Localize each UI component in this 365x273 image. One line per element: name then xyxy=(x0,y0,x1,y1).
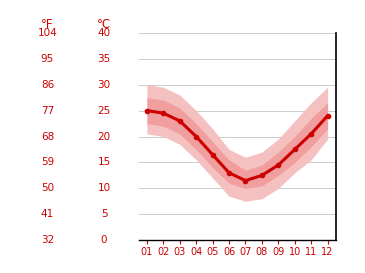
Text: 25: 25 xyxy=(97,106,111,115)
Text: 68: 68 xyxy=(41,132,54,141)
Text: 40: 40 xyxy=(97,28,111,38)
Text: 95: 95 xyxy=(41,54,54,64)
Text: 5: 5 xyxy=(101,209,107,219)
Text: 30: 30 xyxy=(97,80,111,90)
Text: 10: 10 xyxy=(97,183,111,193)
Text: 35: 35 xyxy=(97,54,111,64)
Text: °C: °C xyxy=(97,18,111,31)
Text: 41: 41 xyxy=(41,209,54,219)
Text: 77: 77 xyxy=(41,106,54,115)
Text: 15: 15 xyxy=(97,158,111,167)
Text: 59: 59 xyxy=(41,158,54,167)
Text: 20: 20 xyxy=(97,132,111,141)
Text: 32: 32 xyxy=(41,235,54,245)
Text: 0: 0 xyxy=(101,235,107,245)
Text: 104: 104 xyxy=(38,28,57,38)
Text: 50: 50 xyxy=(41,183,54,193)
Text: 86: 86 xyxy=(41,80,54,90)
Text: °F: °F xyxy=(41,18,54,31)
